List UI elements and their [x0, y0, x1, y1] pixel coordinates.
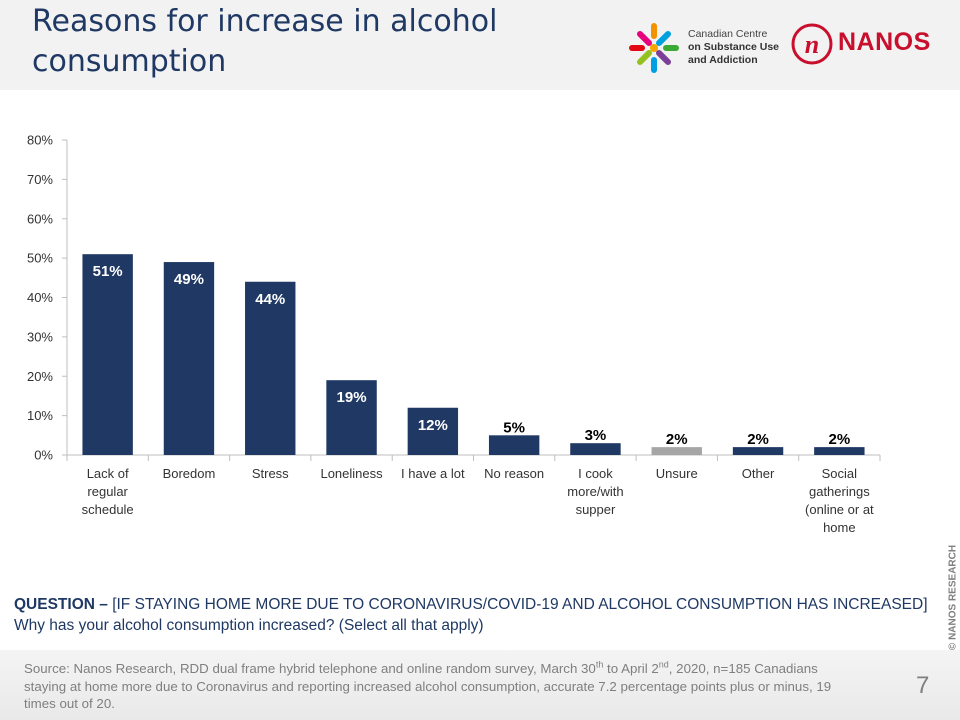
bar: [570, 443, 621, 455]
source-sup-b: nd: [658, 659, 669, 670]
y-tick-label: 10%: [27, 408, 53, 423]
nanos-mark-letter: n: [805, 30, 819, 59]
page-title: Reasons for increase in alcohol consumpt…: [32, 4, 498, 79]
x-category-label: Loneliness: [320, 466, 383, 481]
y-tick-label: 30%: [27, 329, 53, 344]
ccsa-wordmark: Canadian Centre on Substance Use and Add…: [688, 28, 788, 67]
bar: [163, 262, 215, 455]
y-tick-label: 80%: [27, 133, 53, 148]
ccsa-line-2: on Substance Use: [688, 41, 780, 53]
source-part-c: , 2020, n=185 Canadians staying at home …: [24, 661, 832, 711]
x-category-label: Stress: [252, 466, 289, 481]
footer-band: Source: Nanos Research, RDD dual frame h…: [0, 650, 960, 720]
data-label: 3%: [585, 427, 607, 444]
bar: [407, 407, 459, 455]
y-tick-label: 70%: [27, 172, 53, 187]
x-category-label: Social gatherings (online or at home: [805, 466, 874, 535]
source-note: Source: Nanos Research, RDD dual frame h…: [24, 660, 844, 713]
data-label: 5%: [503, 419, 525, 436]
nanos-wordmark: NANOS: [838, 28, 931, 56]
source-part-b: to April 2: [603, 661, 659, 676]
y-tick-label: 40%: [27, 290, 53, 305]
page-number: 7: [916, 672, 930, 699]
x-category-label: Boredom: [163, 466, 216, 481]
data-label: 49%: [174, 271, 204, 288]
ccsa-line-1: Canadian Centre: [688, 28, 768, 40]
bar: [651, 447, 702, 455]
x-category-label: No reason: [484, 466, 544, 481]
survey-question: QUESTION – [IF STAYING HOME MORE DUE TO …: [14, 594, 944, 636]
question-label: QUESTION –: [14, 596, 108, 613]
bar: [245, 281, 296, 455]
x-category-label: I have a lot: [401, 466, 465, 481]
question-text: [IF STAYING HOME MORE DUE TO CORONAVIRUS…: [14, 596, 928, 634]
bar: [488, 435, 540, 455]
source-sup-a: th: [595, 659, 604, 670]
copyright-vertical: © NANOS RESEARCH: [946, 540, 960, 660]
ccsa-logo-icon: [629, 23, 679, 73]
nanos-logo-icon: n: [791, 23, 833, 65]
bar: [82, 254, 133, 455]
data-label: 2%: [666, 431, 688, 448]
bar-chart: 0% 10% 20% 30% 40% 50% 60% 70% 80% 51% Lack of regu…: [27, 133, 881, 535]
data-label: 19%: [337, 389, 367, 406]
x-category-label: Unsure: [656, 466, 698, 481]
x-category-label: Other: [742, 466, 775, 481]
header-band: Reasons for increase in alcohol consumpt…: [0, 0, 960, 90]
x-category-label: I cook more/with supper: [567, 466, 623, 517]
source-part-a: Source: Nanos Research, RDD dual frame h…: [24, 661, 596, 676]
data-label: 12%: [418, 417, 448, 434]
copyright-text: © NANOS RESEARCH: [947, 544, 959, 651]
x-category-label: Lack of regular schedule: [82, 466, 134, 517]
data-label: 2%: [829, 431, 851, 448]
y-tick-label: 0%: [34, 448, 53, 463]
bar: [326, 380, 377, 455]
bar: [732, 447, 784, 455]
bar: [814, 447, 865, 455]
data-label: 2%: [747, 431, 769, 448]
data-label: 44%: [255, 291, 285, 308]
ccsa-line-3: and Addiction: [688, 54, 758, 66]
y-tick-label: 60%: [27, 211, 53, 226]
y-tick-label: 20%: [27, 369, 53, 384]
data-label: 51%: [93, 263, 123, 280]
y-tick-label: 50%: [27, 251, 53, 266]
